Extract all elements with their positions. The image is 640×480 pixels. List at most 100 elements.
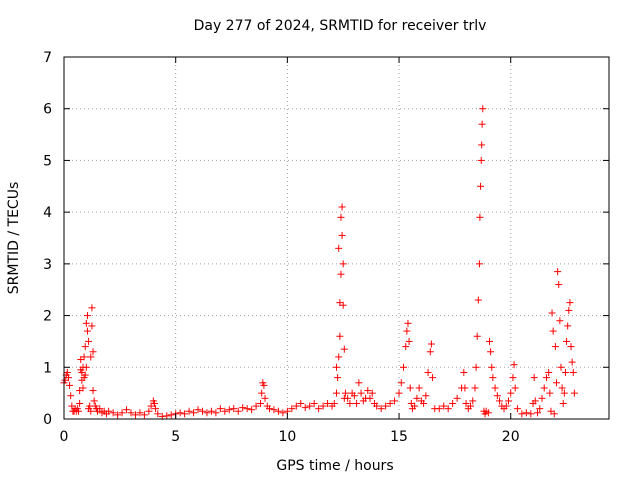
data-point bbox=[260, 381, 268, 389]
data-point bbox=[341, 389, 349, 397]
data-point bbox=[315, 405, 323, 413]
data-point bbox=[346, 399, 354, 407]
y-tick-labels: 0 1 2 3 4 5 6 7 bbox=[43, 50, 52, 428]
data-point bbox=[89, 348, 97, 356]
data-point bbox=[566, 299, 574, 307]
data-point bbox=[461, 384, 469, 392]
data-point bbox=[471, 384, 479, 392]
data-point bbox=[127, 409, 135, 417]
data-point bbox=[252, 402, 260, 410]
data-point bbox=[64, 374, 72, 382]
data-point bbox=[221, 407, 229, 415]
data-point bbox=[80, 353, 88, 361]
data-point bbox=[87, 407, 95, 415]
data-point bbox=[136, 409, 144, 417]
data-point bbox=[502, 402, 510, 410]
data-point bbox=[338, 203, 346, 211]
data-point bbox=[426, 348, 434, 356]
data-point bbox=[474, 296, 482, 304]
data-point bbox=[563, 337, 571, 345]
y-tick-label: 3 bbox=[43, 257, 52, 273]
data-point bbox=[558, 384, 566, 392]
data-point bbox=[546, 389, 554, 397]
axis-ticks bbox=[63, 56, 609, 420]
data-point bbox=[395, 389, 403, 397]
data-point bbox=[350, 392, 358, 400]
data-point bbox=[550, 410, 558, 418]
data-point bbox=[297, 399, 305, 407]
data-point bbox=[427, 340, 435, 348]
y-tick-label: 2 bbox=[43, 309, 52, 325]
data-point bbox=[167, 411, 175, 419]
data-point bbox=[335, 353, 343, 361]
data-point bbox=[478, 120, 486, 128]
data-point bbox=[477, 182, 485, 190]
chart-title: Day 277 of 2024, SRMTID for receiver trl… bbox=[194, 18, 487, 34]
data-point bbox=[96, 405, 104, 413]
data-point bbox=[212, 409, 220, 417]
data-point bbox=[203, 409, 211, 417]
data-point bbox=[486, 337, 494, 345]
data-point bbox=[491, 384, 499, 392]
data-point bbox=[118, 409, 126, 417]
x-tick-labels: 0 5 10 15 20 bbox=[60, 429, 520, 445]
plot-frame bbox=[63, 56, 610, 420]
data-point bbox=[90, 397, 98, 405]
data-point bbox=[479, 105, 487, 113]
data-point bbox=[449, 399, 457, 407]
data-point bbox=[319, 402, 327, 410]
data-point bbox=[216, 405, 224, 413]
x-tick-label: 15 bbox=[390, 429, 408, 445]
data-point bbox=[444, 405, 452, 413]
data-point bbox=[336, 332, 344, 340]
data-point bbox=[453, 394, 461, 402]
data-point bbox=[534, 409, 542, 417]
data-point bbox=[510, 361, 518, 369]
data-point bbox=[549, 327, 557, 335]
data-point bbox=[420, 399, 428, 407]
y-tick-label: 5 bbox=[43, 153, 52, 169]
data-point bbox=[105, 407, 113, 415]
data-point bbox=[556, 317, 564, 325]
data-point bbox=[230, 405, 238, 413]
data-point bbox=[81, 371, 89, 379]
data-point bbox=[476, 213, 484, 221]
data-point bbox=[507, 389, 515, 397]
data-point bbox=[405, 337, 413, 345]
data-point bbox=[475, 260, 483, 268]
data-point bbox=[79, 384, 87, 392]
data-point bbox=[353, 399, 361, 407]
data-point bbox=[274, 407, 282, 415]
data-point bbox=[339, 301, 347, 309]
y-tick-label: 0 bbox=[43, 412, 52, 428]
data-point bbox=[424, 368, 432, 376]
data-point bbox=[560, 389, 568, 397]
data-point bbox=[190, 409, 198, 417]
data-point bbox=[279, 409, 287, 417]
data-point bbox=[261, 394, 269, 402]
data-point bbox=[89, 387, 97, 395]
data-point bbox=[509, 374, 517, 382]
data-point bbox=[561, 368, 569, 376]
data-point bbox=[109, 409, 117, 417]
data-point bbox=[154, 410, 162, 418]
grid-lines bbox=[64, 57, 609, 419]
data-point bbox=[522, 409, 530, 417]
data-point bbox=[81, 343, 89, 351]
x-tick-label: 0 bbox=[60, 429, 69, 445]
data-point bbox=[542, 374, 550, 382]
data-point bbox=[75, 407, 83, 415]
data-point bbox=[504, 397, 512, 405]
data-point bbox=[488, 363, 496, 371]
data-point bbox=[478, 141, 486, 149]
data-point bbox=[386, 399, 394, 407]
data-point bbox=[391, 397, 399, 405]
data-point bbox=[334, 374, 342, 382]
data-point bbox=[477, 156, 485, 164]
data-point bbox=[337, 270, 345, 278]
data-point bbox=[518, 410, 526, 418]
data-point bbox=[248, 406, 256, 414]
data-point bbox=[234, 407, 242, 415]
data-point bbox=[469, 397, 477, 405]
